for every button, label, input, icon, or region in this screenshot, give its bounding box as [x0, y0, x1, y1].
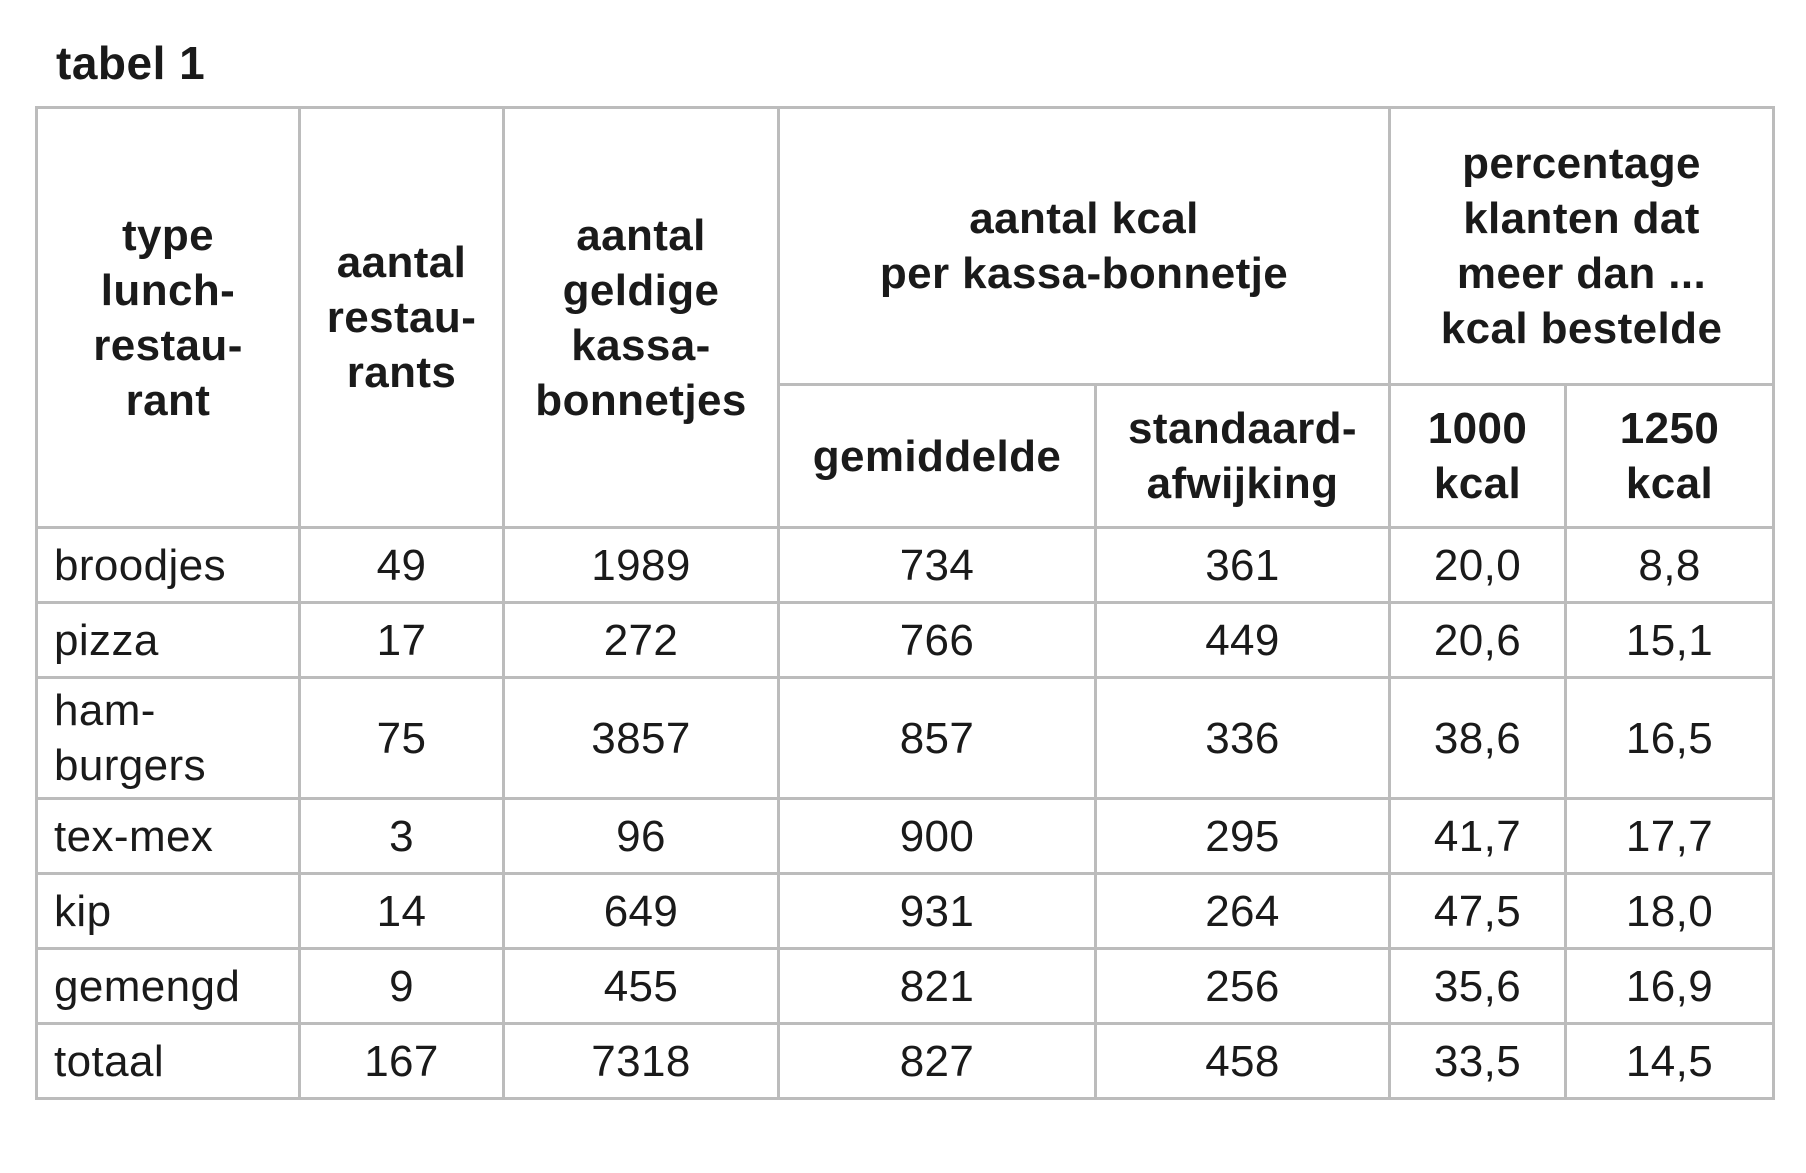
- sub-header-gemiddelde: gemiddelde: [777, 383, 1097, 529]
- page-title: tabel 1: [56, 37, 206, 89]
- value-cell: 1989: [502, 526, 780, 604]
- table-row-tex-mex: tex-mex 3 96 900 295 41,7 17,7: [35, 797, 1776, 875]
- column-header-type-lunch-restaurant: type lunch- restau- rant: [35, 106, 301, 529]
- value-cell: 449: [1093, 601, 1392, 679]
- table-row-broodjes: broodjes 49 1989 734 361 20,0 8,8: [35, 526, 1776, 604]
- value-cell: 16,5: [1564, 676, 1776, 800]
- row-label-cell: gemengd: [35, 947, 301, 1025]
- table-row-totaal: totaal 167 7318 827 458 33,5 14,5: [35, 1022, 1776, 1100]
- value-cell: 49: [298, 526, 505, 604]
- row-label-cell: pizza: [35, 601, 301, 679]
- value-cell: 931: [777, 872, 1097, 950]
- value-cell: 18,0: [1564, 872, 1776, 950]
- table-row-kip: kip 14 649 931 264 47,5 18,0: [35, 872, 1776, 950]
- header-row-groups: type lunch- restau- rant aantal restau- …: [35, 106, 1776, 529]
- value-cell: 3857: [502, 676, 780, 800]
- value-cell: 15,1: [1564, 601, 1776, 679]
- value-cell: 900: [777, 797, 1097, 875]
- value-cell: 75: [298, 676, 505, 800]
- value-cell: 14: [298, 872, 505, 950]
- value-cell: 167: [298, 1022, 505, 1100]
- value-cell: 857: [777, 676, 1097, 800]
- value-cell: 35,6: [1388, 947, 1568, 1025]
- value-cell: 734: [777, 526, 1097, 604]
- value-cell: 272: [502, 601, 780, 679]
- value-cell: 17,7: [1564, 797, 1776, 875]
- group-header-percentage-klanten: percentage klanten dat meer dan ... kcal…: [1388, 106, 1776, 386]
- value-cell: 827: [777, 1022, 1097, 1100]
- value-cell: 455: [502, 947, 780, 1025]
- row-label-cell: kip: [35, 872, 301, 950]
- value-cell: 9: [298, 947, 505, 1025]
- table-row-pizza: pizza 17 272 766 449 20,6 15,1: [35, 601, 1776, 679]
- value-cell: 47,5: [1388, 872, 1568, 950]
- row-label-cell: ham- burgers: [35, 676, 301, 800]
- value-cell: 295: [1093, 797, 1392, 875]
- value-cell: 33,5: [1388, 1022, 1568, 1100]
- value-cell: 649: [502, 872, 780, 950]
- sub-header-standaard-afwijking: standaard- afwijking: [1093, 383, 1392, 529]
- lunch-restaurants-table: type lunch- restau- rant aantal restau- …: [35, 106, 1776, 1100]
- value-cell: 14,5: [1564, 1022, 1776, 1100]
- group-header-aantal-kcal-per-kassa-bonnetje: aantal kcal per kassa-bonnetje: [776, 106, 1392, 386]
- row-label-cell: broodjes: [35, 526, 301, 604]
- row-label-cell: totaal: [35, 1022, 301, 1100]
- value-cell: 20,6: [1388, 601, 1568, 679]
- table-row-hamburgers: ham- burgers 75 3857 857 336 38,6 16,5: [35, 676, 1776, 800]
- value-cell: 7318: [502, 1022, 780, 1100]
- value-cell: 264: [1093, 872, 1392, 950]
- value-cell: 8,8: [1564, 526, 1776, 604]
- value-cell: 821: [777, 947, 1097, 1025]
- column-header-aantal-restaurants: aantal restau- rants: [298, 106, 505, 529]
- column-header-aantal-geldige-kassa-bonnetjes: aantal geldige kassa- bonnetjes: [502, 106, 780, 529]
- value-cell: 16,9: [1564, 947, 1776, 1025]
- value-cell: 361: [1093, 526, 1392, 604]
- value-cell: 38,6: [1388, 676, 1568, 800]
- value-cell: 458: [1093, 1022, 1392, 1100]
- row-label-cell: tex-mex: [35, 797, 301, 875]
- value-cell: 17: [298, 601, 505, 679]
- value-cell: 336: [1093, 676, 1392, 800]
- sub-header-1250-kcal: 1250 kcal: [1564, 383, 1776, 529]
- value-cell: 96: [502, 797, 780, 875]
- header-row-subcolumns: gemiddelde standaard- afwijking 1000 kca…: [37, 383, 1776, 529]
- value-cell: 256: [1093, 947, 1392, 1025]
- value-cell: 20,0: [1388, 526, 1568, 604]
- value-cell: 41,7: [1388, 797, 1568, 875]
- table-row-gemengd: gemengd 9 455 821 256 35,6 16,9: [35, 947, 1776, 1025]
- sub-header-1000-kcal: 1000 kcal: [1388, 383, 1568, 529]
- value-cell: 766: [777, 601, 1097, 679]
- value-cell: 3: [298, 797, 505, 875]
